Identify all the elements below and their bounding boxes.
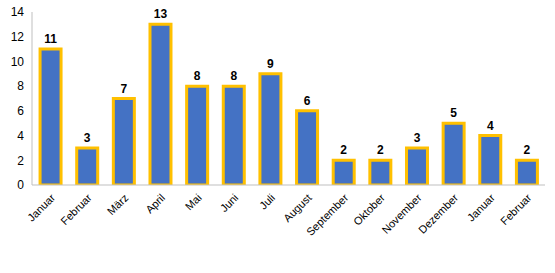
svg-text:6: 6 (304, 94, 311, 108)
svg-text:Februar: Februar (58, 191, 94, 227)
svg-text:Januar: Januar (465, 191, 498, 224)
svg-text:Juli: Juli (257, 191, 277, 211)
svg-text:12: 12 (11, 30, 25, 44)
svg-text:10: 10 (11, 55, 25, 69)
svg-text:2: 2 (17, 154, 24, 168)
svg-text:Dezember: Dezember (416, 191, 461, 236)
svg-text:11: 11 (44, 32, 57, 46)
svg-text:September: September (304, 191, 351, 238)
svg-text:2: 2 (340, 143, 347, 157)
svg-text:8: 8 (194, 69, 201, 83)
svg-text:7: 7 (121, 82, 128, 96)
svg-text:Februar: Februar (498, 191, 534, 227)
svg-text:Mai: Mai (183, 191, 204, 212)
svg-text:13: 13 (154, 7, 168, 21)
svg-text:April: April (143, 191, 167, 215)
svg-text:3: 3 (414, 131, 421, 145)
svg-text:März: März (105, 191, 131, 217)
svg-text:0: 0 (17, 178, 24, 192)
svg-text:Oktober: Oktober (351, 191, 387, 227)
svg-text:8: 8 (17, 79, 24, 93)
svg-text:3: 3 (84, 131, 91, 145)
svg-text:8: 8 (230, 69, 237, 83)
svg-text:5: 5 (450, 106, 457, 120)
svg-text:2: 2 (377, 143, 384, 157)
svg-text:Juni: Juni (218, 191, 241, 214)
svg-text:Januar: Januar (25, 191, 58, 224)
svg-text:November: November (379, 191, 424, 236)
svg-text:6: 6 (17, 104, 24, 118)
svg-text:4: 4 (487, 119, 494, 133)
svg-text:August: August (281, 191, 314, 224)
svg-text:2: 2 (524, 143, 531, 157)
svg-text:14: 14 (11, 5, 25, 19)
svg-text:4: 4 (17, 129, 24, 143)
svg-text:9: 9 (267, 57, 274, 71)
